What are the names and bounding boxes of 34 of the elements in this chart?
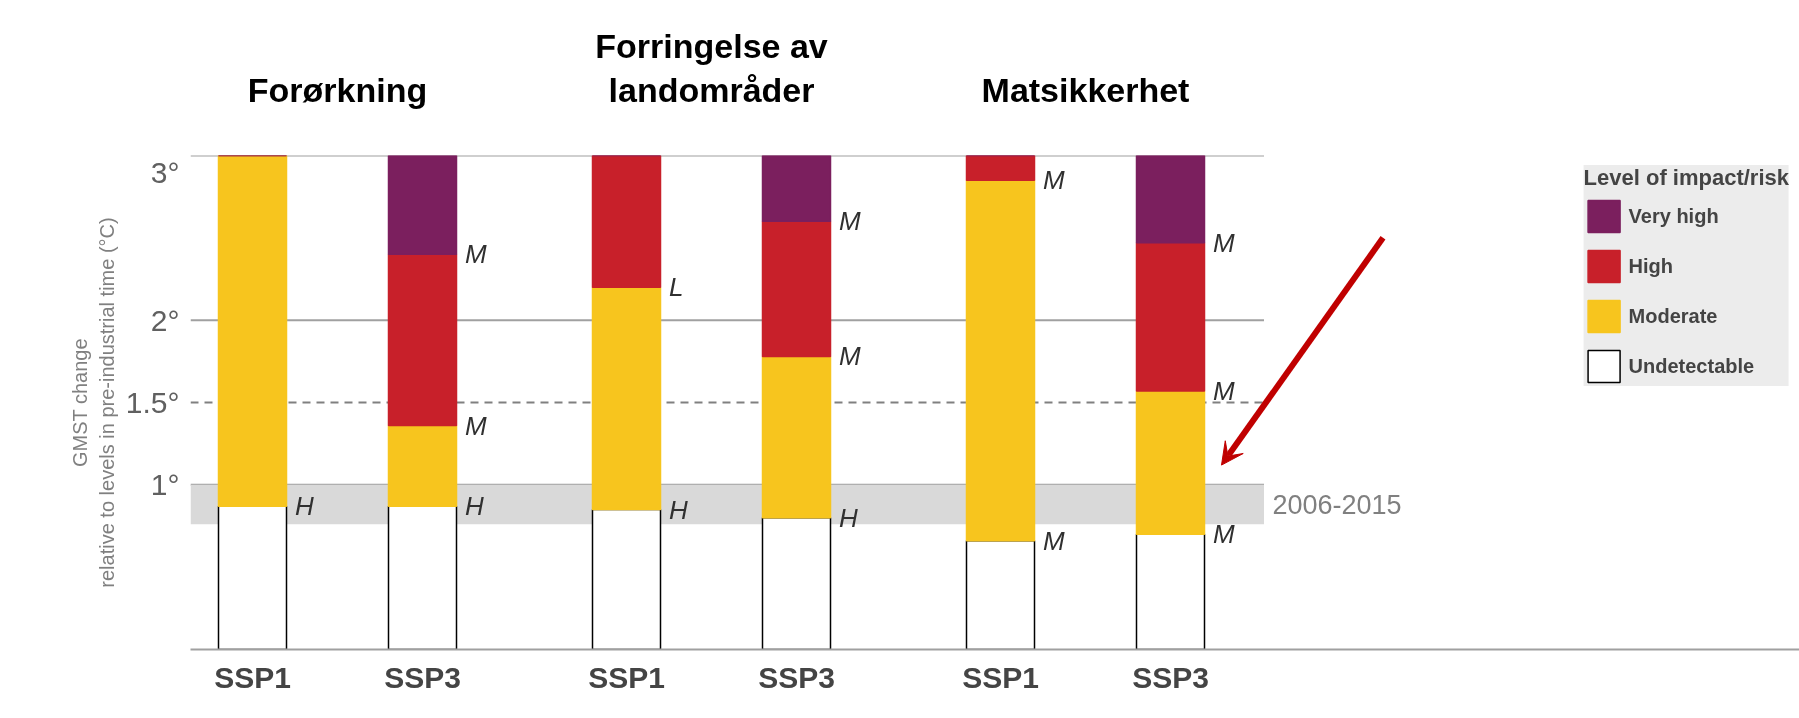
data-label: M: [839, 206, 861, 237]
text: Matsikkerhet: [981, 71, 1190, 109]
y-axis-title: GMST change relative to levels in pre-industrial time (°C): [69, 217, 118, 588]
x-tick-label: SSP1: [214, 660, 291, 694]
y-tick-label: 1°: [150, 468, 180, 502]
text: Forørkning: [247, 71, 428, 109]
legend-label: Very high: [1628, 204, 1719, 228]
y-tick-label: 3°: [150, 155, 180, 189]
x-tick-label: SSP3: [758, 660, 835, 694]
legend-label: Moderate: [1628, 304, 1718, 328]
x-tick-label: SSP3: [384, 660, 461, 694]
text: Forringelse av landområder: [595, 27, 828, 109]
band-label: 2006-2015: [1272, 490, 1402, 521]
data-label: M: [465, 239, 487, 270]
y-tick-label: 2°: [150, 303, 180, 337]
data-label: M: [465, 410, 487, 441]
x-tick-label: SSP1: [962, 660, 1039, 694]
data-label: M: [1213, 227, 1235, 258]
data-label: M: [1043, 525, 1065, 556]
data-label: M: [1043, 165, 1065, 196]
data-label: H: [839, 502, 858, 533]
x-tick-label: SSP1: [588, 660, 665, 694]
x-tick-label: SSP3: [1132, 660, 1209, 694]
data-label: H: [465, 491, 484, 522]
data-label: H: [669, 494, 688, 525]
legend-label: High: [1628, 254, 1674, 278]
y-tick-label: 1.5°: [125, 386, 180, 419]
data-label: M: [1213, 519, 1235, 550]
data-label: M: [839, 341, 861, 372]
legend-label: Undetectable: [1628, 354, 1755, 378]
data-label: L: [669, 272, 684, 303]
legend-title: Level of impact/risk: [1583, 165, 1789, 191]
data-label: H: [295, 491, 314, 522]
data-label: M: [1213, 375, 1235, 406]
